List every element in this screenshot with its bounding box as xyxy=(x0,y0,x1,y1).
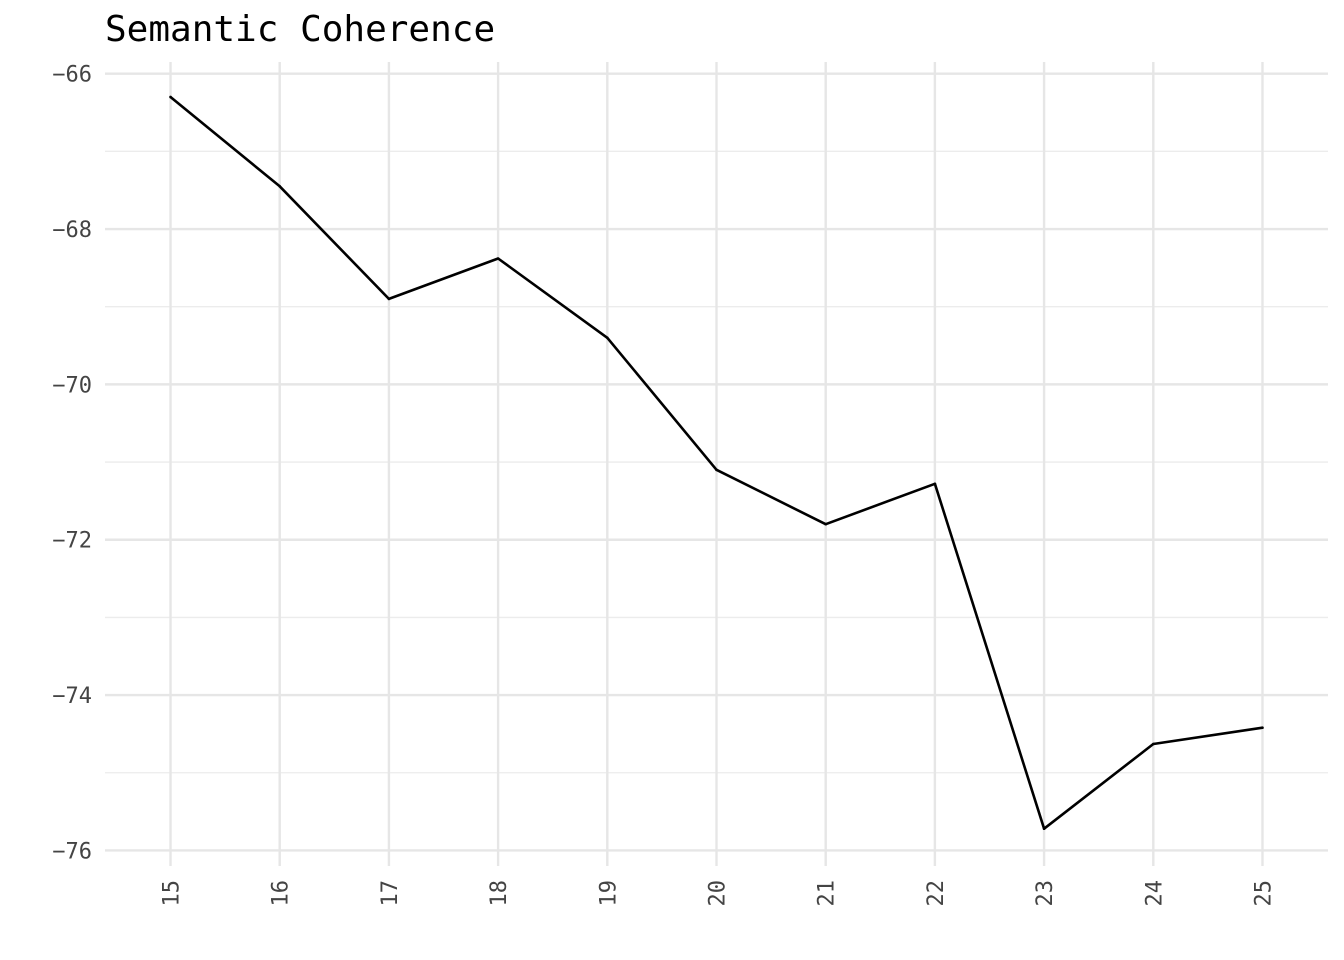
axis-labels: −66 −68 −70 −72 −74 −76 15 16 17 18 19 20 21 22 23 24 25 xyxy=(52,63,1276,907)
data-point-21 xyxy=(824,522,827,526)
data-point-20 xyxy=(715,468,718,472)
x-tick-label-5: 20 xyxy=(706,880,731,907)
data-point-24 xyxy=(1151,742,1155,746)
data-point-19 xyxy=(606,336,609,340)
y-tick-label-3: −72 xyxy=(52,529,92,554)
y-tick-label-4: −74 xyxy=(52,684,92,709)
x-tick-label-1: 16 xyxy=(269,880,294,907)
data-point-23 xyxy=(1042,827,1046,831)
data-point-25 xyxy=(1261,726,1264,730)
y-tick-label-1: −68 xyxy=(52,218,92,243)
data-point-18 xyxy=(496,257,500,260)
grid-layer xyxy=(105,62,1328,866)
series-layer xyxy=(169,95,1264,831)
data-point-16 xyxy=(278,184,282,188)
x-tick-label-0: 15 xyxy=(160,880,185,907)
x-tick-label-7: 22 xyxy=(924,880,949,907)
data-point-22 xyxy=(933,482,937,486)
chart-title: Semantic Coherence xyxy=(105,9,495,50)
x-tick-label-10: 25 xyxy=(1251,880,1276,907)
x-tick-label-2: 17 xyxy=(378,880,403,907)
data-point-17 xyxy=(387,297,391,301)
y-tick-label-2: −70 xyxy=(52,373,92,398)
x-tick-label-3: 18 xyxy=(487,880,512,907)
x-tick-label-4: 19 xyxy=(596,880,621,907)
data-point-15 xyxy=(169,95,172,99)
y-tick-label-0: −66 xyxy=(52,63,92,88)
x-tick-label-6: 21 xyxy=(815,880,840,907)
y-tick-label-5: −76 xyxy=(52,839,92,864)
x-tick-label-8: 23 xyxy=(1033,880,1058,907)
x-tick-label-9: 24 xyxy=(1142,880,1167,907)
